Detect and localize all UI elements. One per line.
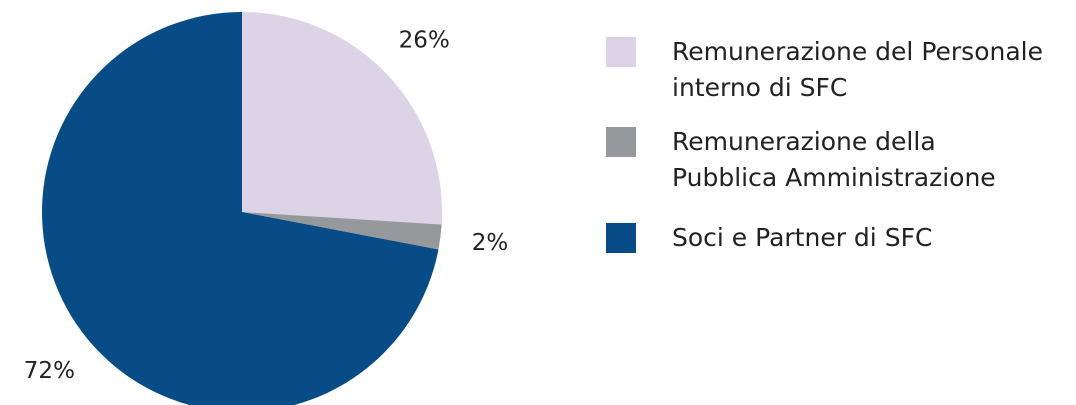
pie-slice [42, 12, 439, 405]
legend-label: Remunerazione del Personale interno di S… [672, 37, 1043, 102]
legend-swatch [606, 127, 636, 157]
legend-label: Soci e Partner di SFC [672, 223, 933, 252]
legend-item: Remunerazione del Personale interno di S… [606, 34, 1043, 106]
legend-item: Soci e Partner di SFC [606, 220, 932, 256]
data-label: 72% [24, 358, 75, 384]
legend-swatch [606, 223, 636, 253]
legend-item: Remunerazione della Pubblica Amministraz… [606, 124, 996, 196]
pie-slice [242, 212, 442, 250]
pie-slice [242, 12, 442, 225]
legend-swatch [606, 37, 636, 67]
data-label: 2% [472, 230, 509, 256]
legend-label: Remunerazione della Pubblica Amministraz… [672, 127, 996, 192]
data-label: 26% [399, 27, 450, 53]
